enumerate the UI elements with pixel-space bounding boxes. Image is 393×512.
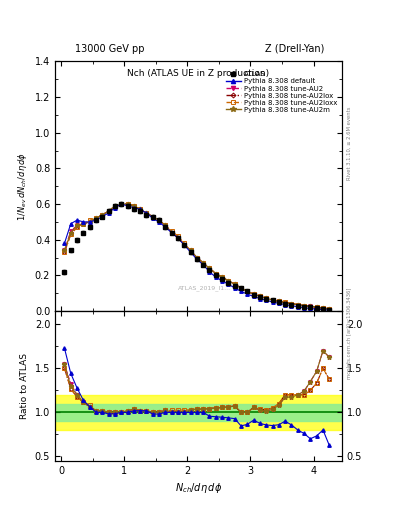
Bar [55, 403, 342, 421]
Y-axis label: Ratio to ATLAS: Ratio to ATLAS [20, 353, 29, 419]
Text: mcplots.cern.ch [arXiv:1306.3436]: mcplots.cern.ch [arXiv:1306.3436] [347, 287, 352, 378]
Text: ATLAS_2019_I1...: ATLAS_2019_I1... [178, 285, 231, 291]
Bar [55, 395, 342, 430]
Y-axis label: $1/N_{ev}\,dN_{ch}/d\eta\,d\phi$: $1/N_{ev}\,dN_{ch}/d\eta\,d\phi$ [16, 152, 29, 221]
Legend: ATLAS, Pythia 8.308 default, Pythia 8.308 tune-AU2, Pythia 8.308 tune-AU2lox, Py: ATLAS, Pythia 8.308 default, Pythia 8.30… [224, 70, 338, 114]
Text: Z (Drell-Yan): Z (Drell-Yan) [265, 44, 325, 54]
Text: Rivet 3.1.10, ≥ 2.6M events: Rivet 3.1.10, ≥ 2.6M events [347, 106, 352, 180]
Text: Nch (ATLAS UE in Z production): Nch (ATLAS UE in Z production) [127, 69, 270, 78]
Text: 13000 GeV pp: 13000 GeV pp [75, 44, 145, 54]
X-axis label: $N_{ch}/d\eta\,d\phi$: $N_{ch}/d\eta\,d\phi$ [175, 481, 222, 495]
